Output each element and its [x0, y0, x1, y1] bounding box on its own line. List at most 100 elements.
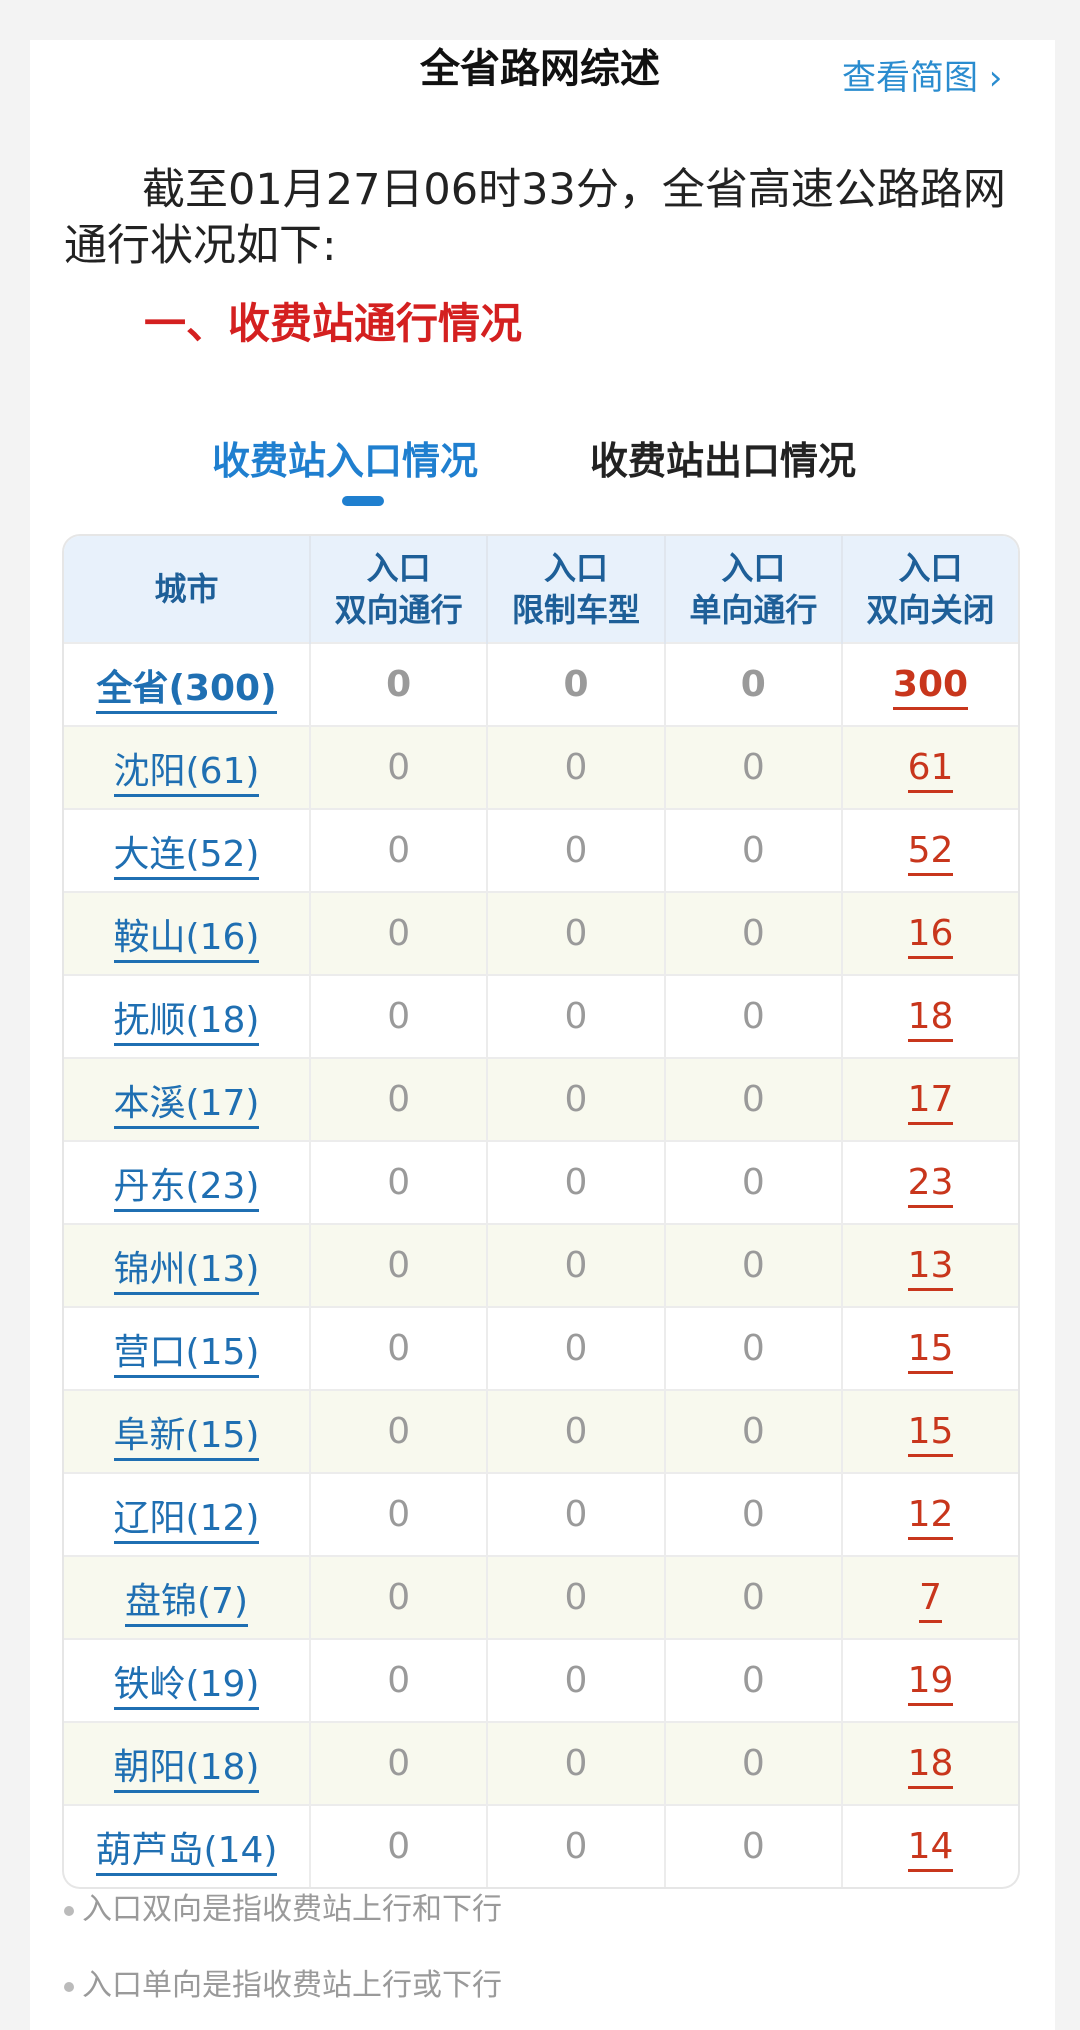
table-cell: 0 [487, 1721, 666, 1805]
table-cell: 61 [841, 725, 1018, 809]
table-row: 阜新(15) 0 0 0 15 [64, 1389, 1018, 1473]
tab-entrance[interactable]: 收费站入口情况 [212, 439, 479, 483]
closed-count-link[interactable]: 18 [907, 996, 954, 1042]
table-cell: 朝阳(18) [64, 1721, 311, 1805]
table-cell: 盘锦(7) [64, 1555, 311, 1639]
city-link[interactable]: 铁岭(19) [113, 1663, 260, 1710]
count-value: 0 [741, 1162, 765, 1203]
city-link[interactable]: 锦州(13) [113, 1248, 260, 1295]
table-cell: 0 [487, 1804, 666, 1887]
city-link[interactable]: 抚顺(18) [113, 999, 260, 1046]
note-item: 入口双向是指收费站上行和下行 [64, 1884, 502, 1928]
count-value: 0 [741, 1660, 765, 1701]
header-text: 单向通行 [689, 591, 818, 629]
city-link[interactable]: 大连(52) [113, 833, 260, 880]
count-value: 0 [387, 1162, 411, 1203]
count-value: 0 [387, 996, 411, 1037]
count-value: 0 [387, 1826, 411, 1867]
table-row: 盘锦(7) 0 0 0 7 [64, 1555, 1018, 1639]
count-value: 0 [741, 996, 765, 1037]
closed-count-link[interactable]: 19 [907, 1660, 954, 1706]
city-link[interactable]: 阜新(15) [113, 1414, 260, 1461]
chevron-right-icon: › [978, 58, 1003, 98]
table-cell: 0 [664, 808, 843, 892]
city-link[interactable]: 盘锦(7) [125, 1580, 248, 1627]
city-link[interactable]: 葫芦岛(14) [95, 1829, 278, 1876]
closed-count-link[interactable]: 52 [907, 830, 954, 876]
view-map-link[interactable]: 查看简图 › [842, 50, 1002, 99]
table-cell: 0 [487, 1057, 666, 1141]
closed-count-link[interactable]: 15 [907, 1411, 954, 1457]
table-row: 营口(15) 0 0 0 15 [64, 1306, 1018, 1390]
count-value: 0 [386, 664, 412, 705]
count-value: 0 [387, 1328, 411, 1369]
table-row: 大连(52) 0 0 0 52 [64, 808, 1018, 892]
closed-count-link[interactable]: 15 [907, 1328, 954, 1374]
city-link[interactable]: 朝阳(18) [113, 1746, 260, 1793]
table-cell: 0 [487, 974, 666, 1058]
count-value: 0 [387, 1494, 411, 1535]
table-cell: 19 [841, 1638, 1018, 1722]
city-link[interactable]: 营口(15) [113, 1331, 260, 1378]
count-value: 0 [741, 913, 765, 954]
tab-exit[interactable]: 收费站出口情况 [590, 439, 857, 483]
table-cell: 0 [664, 974, 843, 1058]
bullet-icon [64, 1905, 74, 1916]
count-value: 0 [564, 1577, 588, 1618]
table-cell: 0 [310, 1721, 489, 1805]
header-text: 双向关闭 [866, 591, 995, 629]
count-value: 0 [387, 747, 411, 788]
city-link[interactable]: 沈阳(61) [113, 750, 260, 797]
closed-count-link[interactable]: 13 [907, 1245, 954, 1291]
count-value: 0 [387, 1660, 411, 1701]
table-cell: 15 [841, 1306, 1018, 1390]
table-cell: 鞍山(16) [64, 891, 311, 975]
city-link[interactable]: 鞍山(16) [113, 916, 260, 963]
table-cell: 0 [664, 642, 843, 726]
table-cell: 0 [487, 725, 666, 809]
table-row: 锦州(13) 0 0 0 13 [64, 1223, 1018, 1307]
table-cell: 13 [841, 1223, 1018, 1307]
count-value: 0 [741, 1411, 765, 1452]
table-cell: 0 [487, 1389, 666, 1473]
city-link[interactable]: 辽阳(12) [113, 1497, 260, 1544]
table-cell: 0 [664, 1638, 843, 1722]
count-value: 0 [387, 830, 411, 871]
count-value: 0 [741, 1079, 765, 1120]
table-cell: 16 [841, 891, 1018, 975]
table-cell: 0 [664, 1472, 843, 1556]
table-cell: 0 [487, 1638, 666, 1722]
count-value: 0 [564, 1826, 588, 1867]
table-cell: 阜新(15) [64, 1389, 311, 1473]
intro-text: 截至01月27日06时33分，全省高速公路路网通行状况如下: [64, 165, 1006, 271]
table-cell: 抚顺(18) [64, 974, 311, 1058]
closed-count-link[interactable]: 18 [907, 1743, 954, 1789]
closed-count-link[interactable]: 23 [907, 1162, 954, 1208]
note-text: 入口单向是指收费站上行或下行 [82, 1968, 502, 2003]
city-link[interactable]: 本溪(17) [113, 1082, 260, 1129]
table-cell: 0 [310, 1555, 489, 1639]
closed-count-link[interactable]: 12 [907, 1494, 954, 1540]
toll-station-table: 城市 入口 双向通行 入口 限制车型 入口 单向通行 入口 双向关闭 全省(300) 0 0 0 300… [64, 536, 1018, 1887]
table-cell: 0 [664, 1306, 843, 1390]
city-link[interactable]: 丹东(23) [113, 1165, 260, 1212]
closed-count-link[interactable]: 300 [892, 664, 969, 710]
table-cell: 12 [841, 1472, 1018, 1556]
table-cell: 0 [664, 725, 843, 809]
closed-count-link[interactable]: 14 [907, 1826, 954, 1872]
table-cell: 0 [487, 1306, 666, 1390]
header-text: 入口 [366, 549, 431, 587]
count-value: 0 [564, 747, 588, 788]
city-link[interactable]: 全省(300) [96, 667, 277, 714]
closed-count-link[interactable]: 7 [919, 1577, 942, 1623]
count-value: 0 [741, 830, 765, 871]
count-value: 0 [741, 747, 765, 788]
count-value: 0 [741, 1826, 765, 1867]
table-header-row: 城市 入口 双向通行 入口 限制车型 入口 单向通行 入口 双向关闭 [64, 536, 1018, 643]
closed-count-link[interactable]: 61 [907, 747, 954, 793]
table-cell: 0 [310, 891, 489, 975]
header-text: 入口 [721, 549, 786, 587]
closed-count-link[interactable]: 16 [907, 913, 954, 959]
count-value: 0 [741, 1328, 765, 1369]
closed-count-link[interactable]: 17 [907, 1079, 954, 1125]
